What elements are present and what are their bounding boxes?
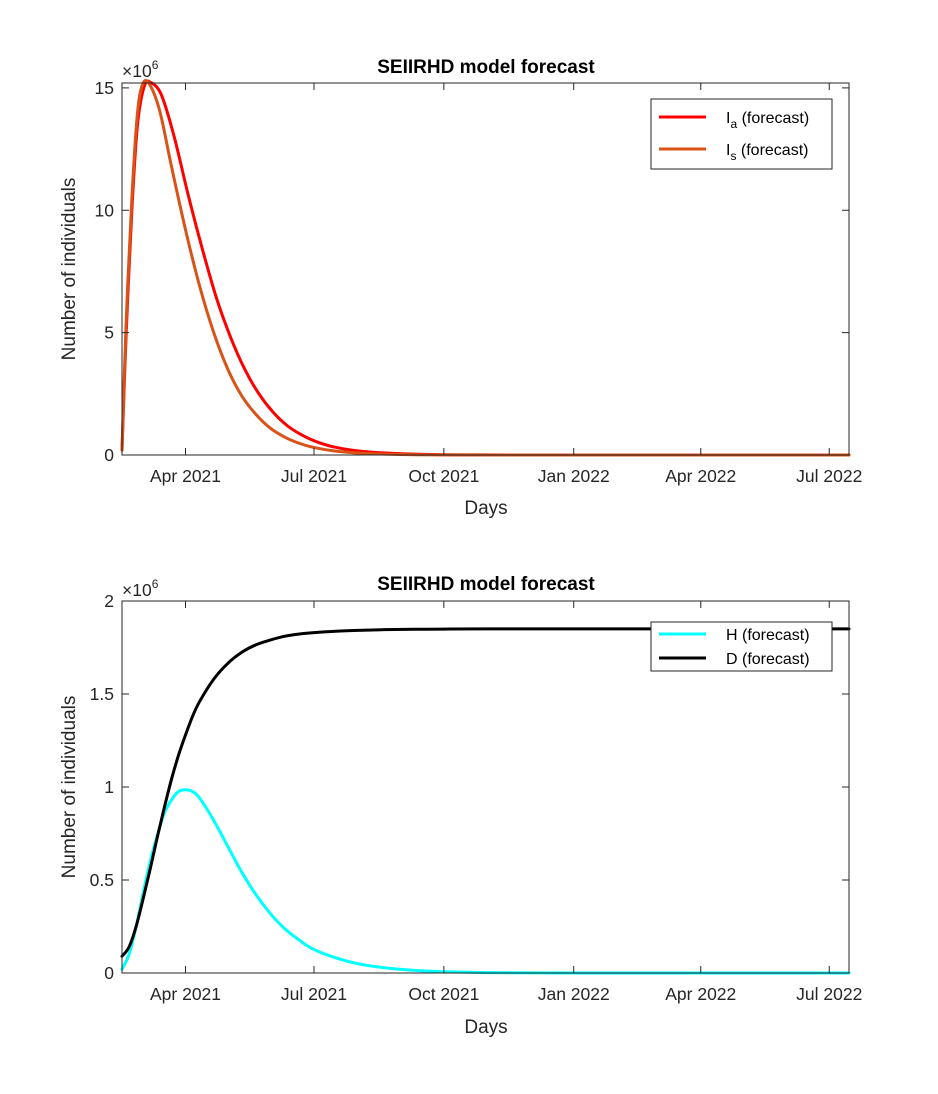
series-group-bottom	[120, 627, 851, 975]
y-ticks-bottom: 0 0.5 1 1.5 2	[90, 591, 849, 983]
plot-area-bottom: 0 0.5 1 1.5 2 Apr 2021 Jul 2021 Oct 2021 Jan 20…	[90, 591, 863, 1004]
y-tick-label: 0.5	[90, 870, 114, 890]
x-tick-label: Oct 2021	[408, 984, 479, 1004]
x-axis-label-bottom: Days	[464, 1017, 507, 1038]
y-tick-label: 0	[104, 963, 114, 983]
y-tick-label: 1	[104, 777, 114, 797]
y-exponent-top: ×106	[122, 58, 159, 81]
legend-box-bottom	[650, 621, 833, 672]
x-tick-label: Apr 2022	[665, 984, 736, 1004]
x-ticks-bottom: Apr 2021 Jul 2021 Oct 2021 Jan 2022 Apr 2022…	[150, 601, 862, 1004]
x-tick-label: Jul 2021	[281, 984, 347, 1004]
series-line-bottom-1	[120, 627, 851, 958]
subplot-bottom: SEIIRHD model forecast ×106 0 0.5 1 1.5 2 Ap…	[59, 574, 862, 1038]
x-tick-label: Jul 2021	[281, 466, 347, 486]
x-tick-label: Apr 2021	[150, 466, 221, 486]
y-tick-label: 0	[104, 445, 114, 465]
x-tick-label: Jul 2022	[796, 984, 862, 1004]
y-ticks-top: 0 5 10 15	[95, 78, 849, 465]
legend-label-h: H (forecast)	[726, 627, 810, 644]
legend-label-d: D (forecast)	[726, 651, 810, 668]
y-tick-label: 10	[95, 200, 115, 220]
series-line-bottom-0	[120, 788, 851, 975]
x-tick-label: Jan 2022	[538, 466, 610, 486]
legend-top: Ia (forecast) Is (forecast)	[650, 98, 833, 170]
y-tick-label: 15	[95, 78, 114, 98]
x-tick-label: Apr 2022	[665, 466, 736, 486]
y-exponent-bottom: ×106	[122, 577, 159, 600]
chart-title-bottom: SEIIRHD model forecast	[377, 574, 595, 595]
y-axis-label-bottom: Number of individuals	[59, 696, 80, 879]
x-axis-label-top: Days	[464, 498, 507, 519]
chart-title-top: SEIIRHD model forecast	[377, 57, 595, 78]
legend-bottom: H (forecast) D (forecast)	[650, 621, 833, 672]
x-tick-label: Apr 2021	[150, 984, 221, 1004]
y-tick-label: 1.5	[90, 684, 114, 704]
x-ticks-top: Apr 2021 Jul 2021 Oct 2021 Jan 2022 Apr 2022…	[150, 83, 862, 486]
y-tick-label: 2	[104, 591, 114, 611]
legend-label-ia: Ia (forecast)	[726, 110, 809, 131]
subplot-top: SEIIRHD model forecast ×106 0 5 10 15 Apr 2…	[59, 57, 862, 519]
y-axis-label-top: Number of individuals	[59, 178, 80, 361]
legend-label-is: Is (forecast)	[726, 142, 808, 163]
x-tick-label: Oct 2021	[408, 466, 479, 486]
y-tick-label: 5	[104, 323, 114, 343]
x-tick-label: Jan 2022	[538, 984, 610, 1004]
legend-box-top	[650, 98, 833, 170]
axes-box-top	[121, 82, 850, 456]
x-tick-label: Jul 2022	[796, 466, 862, 486]
